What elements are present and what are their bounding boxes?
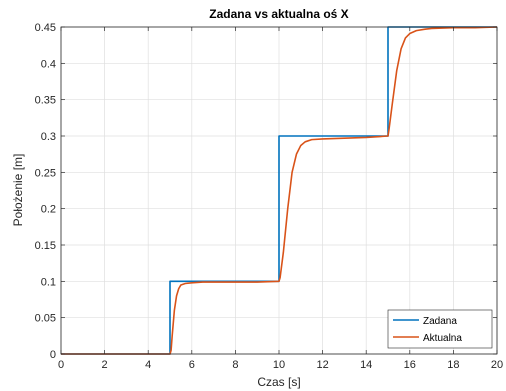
y-tick-label: 0 <box>50 349 56 361</box>
y-tick-label: 0.25 <box>35 167 56 179</box>
y-tick-label: 0.45 <box>35 22 56 34</box>
series-layer <box>61 26 498 355</box>
x-tick-label: 4 <box>145 359 151 371</box>
y-tick-label: 0.05 <box>35 313 56 325</box>
x-tick-label: 2 <box>102 359 108 371</box>
series-line-aktualna <box>61 26 498 355</box>
x-axis-label: Czas [s] <box>257 375 300 389</box>
legend-label-zadana: Zadana <box>423 316 457 327</box>
y-axis-label: Położenie [m] <box>11 154 25 227</box>
x-tick-label: 14 <box>360 359 372 371</box>
y-tick-label: 0.1 <box>41 276 56 288</box>
y-tick-label: 0.3 <box>41 131 56 143</box>
x-tick-label: 12 <box>316 359 328 371</box>
y-tick-label: 0.4 <box>41 58 56 70</box>
x-tick-label: 16 <box>404 359 416 371</box>
tick-labels: 0 2 4 6 8 10 12 14 16 18 20 0 0.05 0.1 0.15 0.2 0.25 0.3 0… <box>35 22 504 371</box>
y-tick-label: 0.35 <box>35 95 56 107</box>
legend: Zadana Aktualna <box>387 309 493 349</box>
ticks <box>60 26 498 355</box>
y-tick-label: 0.15 <box>35 240 56 252</box>
series-line-zadana <box>61 26 497 355</box>
legend-label-aktualna: Aktualna <box>423 333 462 344</box>
chart-title: Zadana vs aktualna oś X <box>209 7 348 21</box>
legend-box <box>387 309 493 349</box>
x-tick-label: 8 <box>232 359 238 371</box>
y-tick-label: 0.2 <box>41 204 56 216</box>
x-tick-label: 10 <box>273 359 285 371</box>
x-tick-label: 18 <box>447 359 459 371</box>
x-tick-label: 20 <box>491 359 503 371</box>
x-tick-label: 0 <box>58 359 64 371</box>
x-tick-label: 6 <box>189 359 195 371</box>
